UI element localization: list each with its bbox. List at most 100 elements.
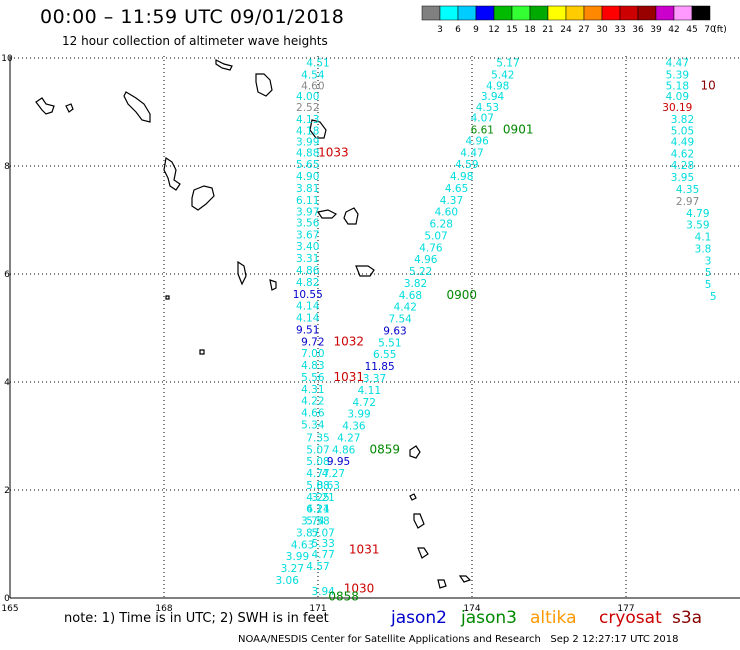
island-outline xyxy=(199,349,205,355)
wave-height-label: 5.42 xyxy=(491,70,514,82)
wave-height-label: 3.21 xyxy=(311,492,334,504)
wave-height-label: 9.95 xyxy=(327,456,350,468)
time-label: 1031 xyxy=(349,543,380,557)
wave-height-label: 4.31 xyxy=(301,384,324,396)
wave-height-label: 11.85 xyxy=(365,361,395,373)
wave-height-label: 4.27 xyxy=(337,432,360,444)
wave-height-label: 4.42 xyxy=(394,302,417,314)
island-outline xyxy=(413,513,425,529)
wave-height-label: 5.22 xyxy=(409,266,432,278)
wave-height-label: 6.28 xyxy=(430,219,453,231)
time-label: 0901 xyxy=(503,123,534,137)
wave-height-label: 10.55 xyxy=(293,289,323,301)
wave-height-label: 3.8 xyxy=(695,243,712,255)
wave-height-label: 5.51 xyxy=(378,337,401,349)
wave-height-label: 30.19 xyxy=(662,102,692,114)
island-outline xyxy=(165,295,170,300)
wave-height-label: 4.13 xyxy=(296,114,319,126)
wave-height-label: 3.82 xyxy=(404,278,427,290)
wave-height-label: 5.07 xyxy=(306,444,329,456)
footnote: note: 1) Time is in UTC; 2) SWH is in fe… xyxy=(64,611,329,626)
wave-height-label: 4.14 xyxy=(296,313,320,325)
island-outline xyxy=(355,265,375,277)
wave-height-label: 4.07 xyxy=(471,113,494,125)
island-outline xyxy=(417,547,429,559)
wave-height-label: 4.53 xyxy=(476,102,499,114)
wave-height-label: 3.82 xyxy=(671,114,694,126)
wave-height-label: 8.63 xyxy=(317,480,340,492)
time-label: 0900 xyxy=(446,288,477,302)
wave-height-label: 4.86 xyxy=(332,444,356,456)
wave-height-label: 5.05 xyxy=(671,126,694,138)
wave-height-label: 4.60 xyxy=(435,207,458,219)
wave-height-label: 5 xyxy=(705,279,712,291)
wave-height-label: 3.74 xyxy=(301,516,325,528)
colorbar-tick: 39 xyxy=(650,25,662,35)
wave-height-label: 4.36 xyxy=(342,421,366,433)
wave-height-label: 4.47 xyxy=(460,147,483,159)
legend-s3a: s3a xyxy=(672,608,703,628)
color-legend: 3 6 9 12 15 18 21 24 27 30 33 36 39 42 45 70(ft) xyxy=(421,5,727,35)
wave-height-label: 3.40 xyxy=(296,241,319,253)
wave-height-label: 4.96 xyxy=(465,135,489,147)
page-subtitle: 12 hour collection of altimeter wave hei… xyxy=(62,34,328,48)
wave-height-label: 4.27 xyxy=(322,468,345,480)
island-outline xyxy=(123,91,151,123)
wave-height-label: 6.61 xyxy=(471,125,494,137)
page-title: 00:00 – 11:59 UTC 09/01/2018 xyxy=(40,6,345,28)
legend-altika: altika xyxy=(530,608,577,628)
wave-height-label: 5.56 xyxy=(301,372,325,384)
time-label: 1031 xyxy=(334,370,365,384)
wave-height-label: 5.18 xyxy=(666,80,689,92)
wave-height-label: 3.67 xyxy=(296,229,319,241)
legend-cryosat: cryosat xyxy=(599,608,662,628)
wave-height-label: 5.39 xyxy=(666,70,689,82)
wave-height-label: 4.51 xyxy=(306,58,329,70)
wave-height-label: 5.08 xyxy=(306,456,329,468)
island-outline xyxy=(237,260,247,286)
island-outlines xyxy=(35,59,472,589)
wave-height-label: 9.51 xyxy=(296,324,319,336)
wave-height-label: 4.88 xyxy=(296,147,319,159)
wave-height-label: 5 xyxy=(705,267,712,279)
y-tick-label: 6 xyxy=(4,270,10,280)
wave-height-label: 3.99 xyxy=(347,409,370,421)
time-label: 1033 xyxy=(318,145,349,159)
wave-height-label: 4.00 xyxy=(296,91,319,103)
y-tick-label: 8 xyxy=(4,162,10,172)
wave-height-label: 2.52 xyxy=(296,102,319,114)
wave-height-label: 4.57 xyxy=(306,561,329,573)
wave-height-label: 4.09 xyxy=(666,91,689,103)
legend-jason3: jason3 xyxy=(461,608,517,628)
wave-height-label: 4.77 xyxy=(306,468,329,480)
island-outline xyxy=(409,493,417,501)
wave-height-label: 4.62 xyxy=(671,148,694,160)
island-outline xyxy=(458,575,472,583)
y-tick-label: 0 xyxy=(4,594,10,604)
y-tick-label: 4 xyxy=(4,378,10,388)
wave-height-label: 4.24 xyxy=(306,504,330,516)
island-outline xyxy=(215,59,233,71)
altimeter-tracks: 4.514.544.604.002.524.134.183.994.885.65… xyxy=(276,58,717,604)
island-outline xyxy=(309,119,327,139)
track-2: 5.175.424.983.944.534.076.614.964.474.59… xyxy=(276,58,534,604)
wave-height-label: 4.28 xyxy=(671,160,694,172)
wave-height-label: 3.59 xyxy=(686,220,709,232)
wave-height-label: 5.58 xyxy=(306,516,329,528)
wave-height-label: 5.65 xyxy=(296,159,319,171)
colorbar-tick: 30 xyxy=(596,25,608,35)
wave-height-label: 4.77 xyxy=(311,549,334,561)
wave-height-label: 7.00 xyxy=(301,348,324,360)
island-outline xyxy=(409,445,421,459)
wave-height-label: 5.07 xyxy=(424,230,447,242)
time-label: 10 xyxy=(700,78,715,92)
colorbar-tick: 21 xyxy=(542,25,553,35)
wave-height-label: 5.17 xyxy=(496,58,519,70)
timestamp: Sep 2 12:27:17 UTC 2018 xyxy=(550,634,679,645)
wave-height-label: 4.82 xyxy=(296,277,319,289)
colorbar-tick: 15 xyxy=(506,25,517,35)
island-outline xyxy=(65,103,74,113)
wave-height-label: 4.54 xyxy=(301,70,325,82)
colorbar-tick: 27 xyxy=(578,25,589,35)
